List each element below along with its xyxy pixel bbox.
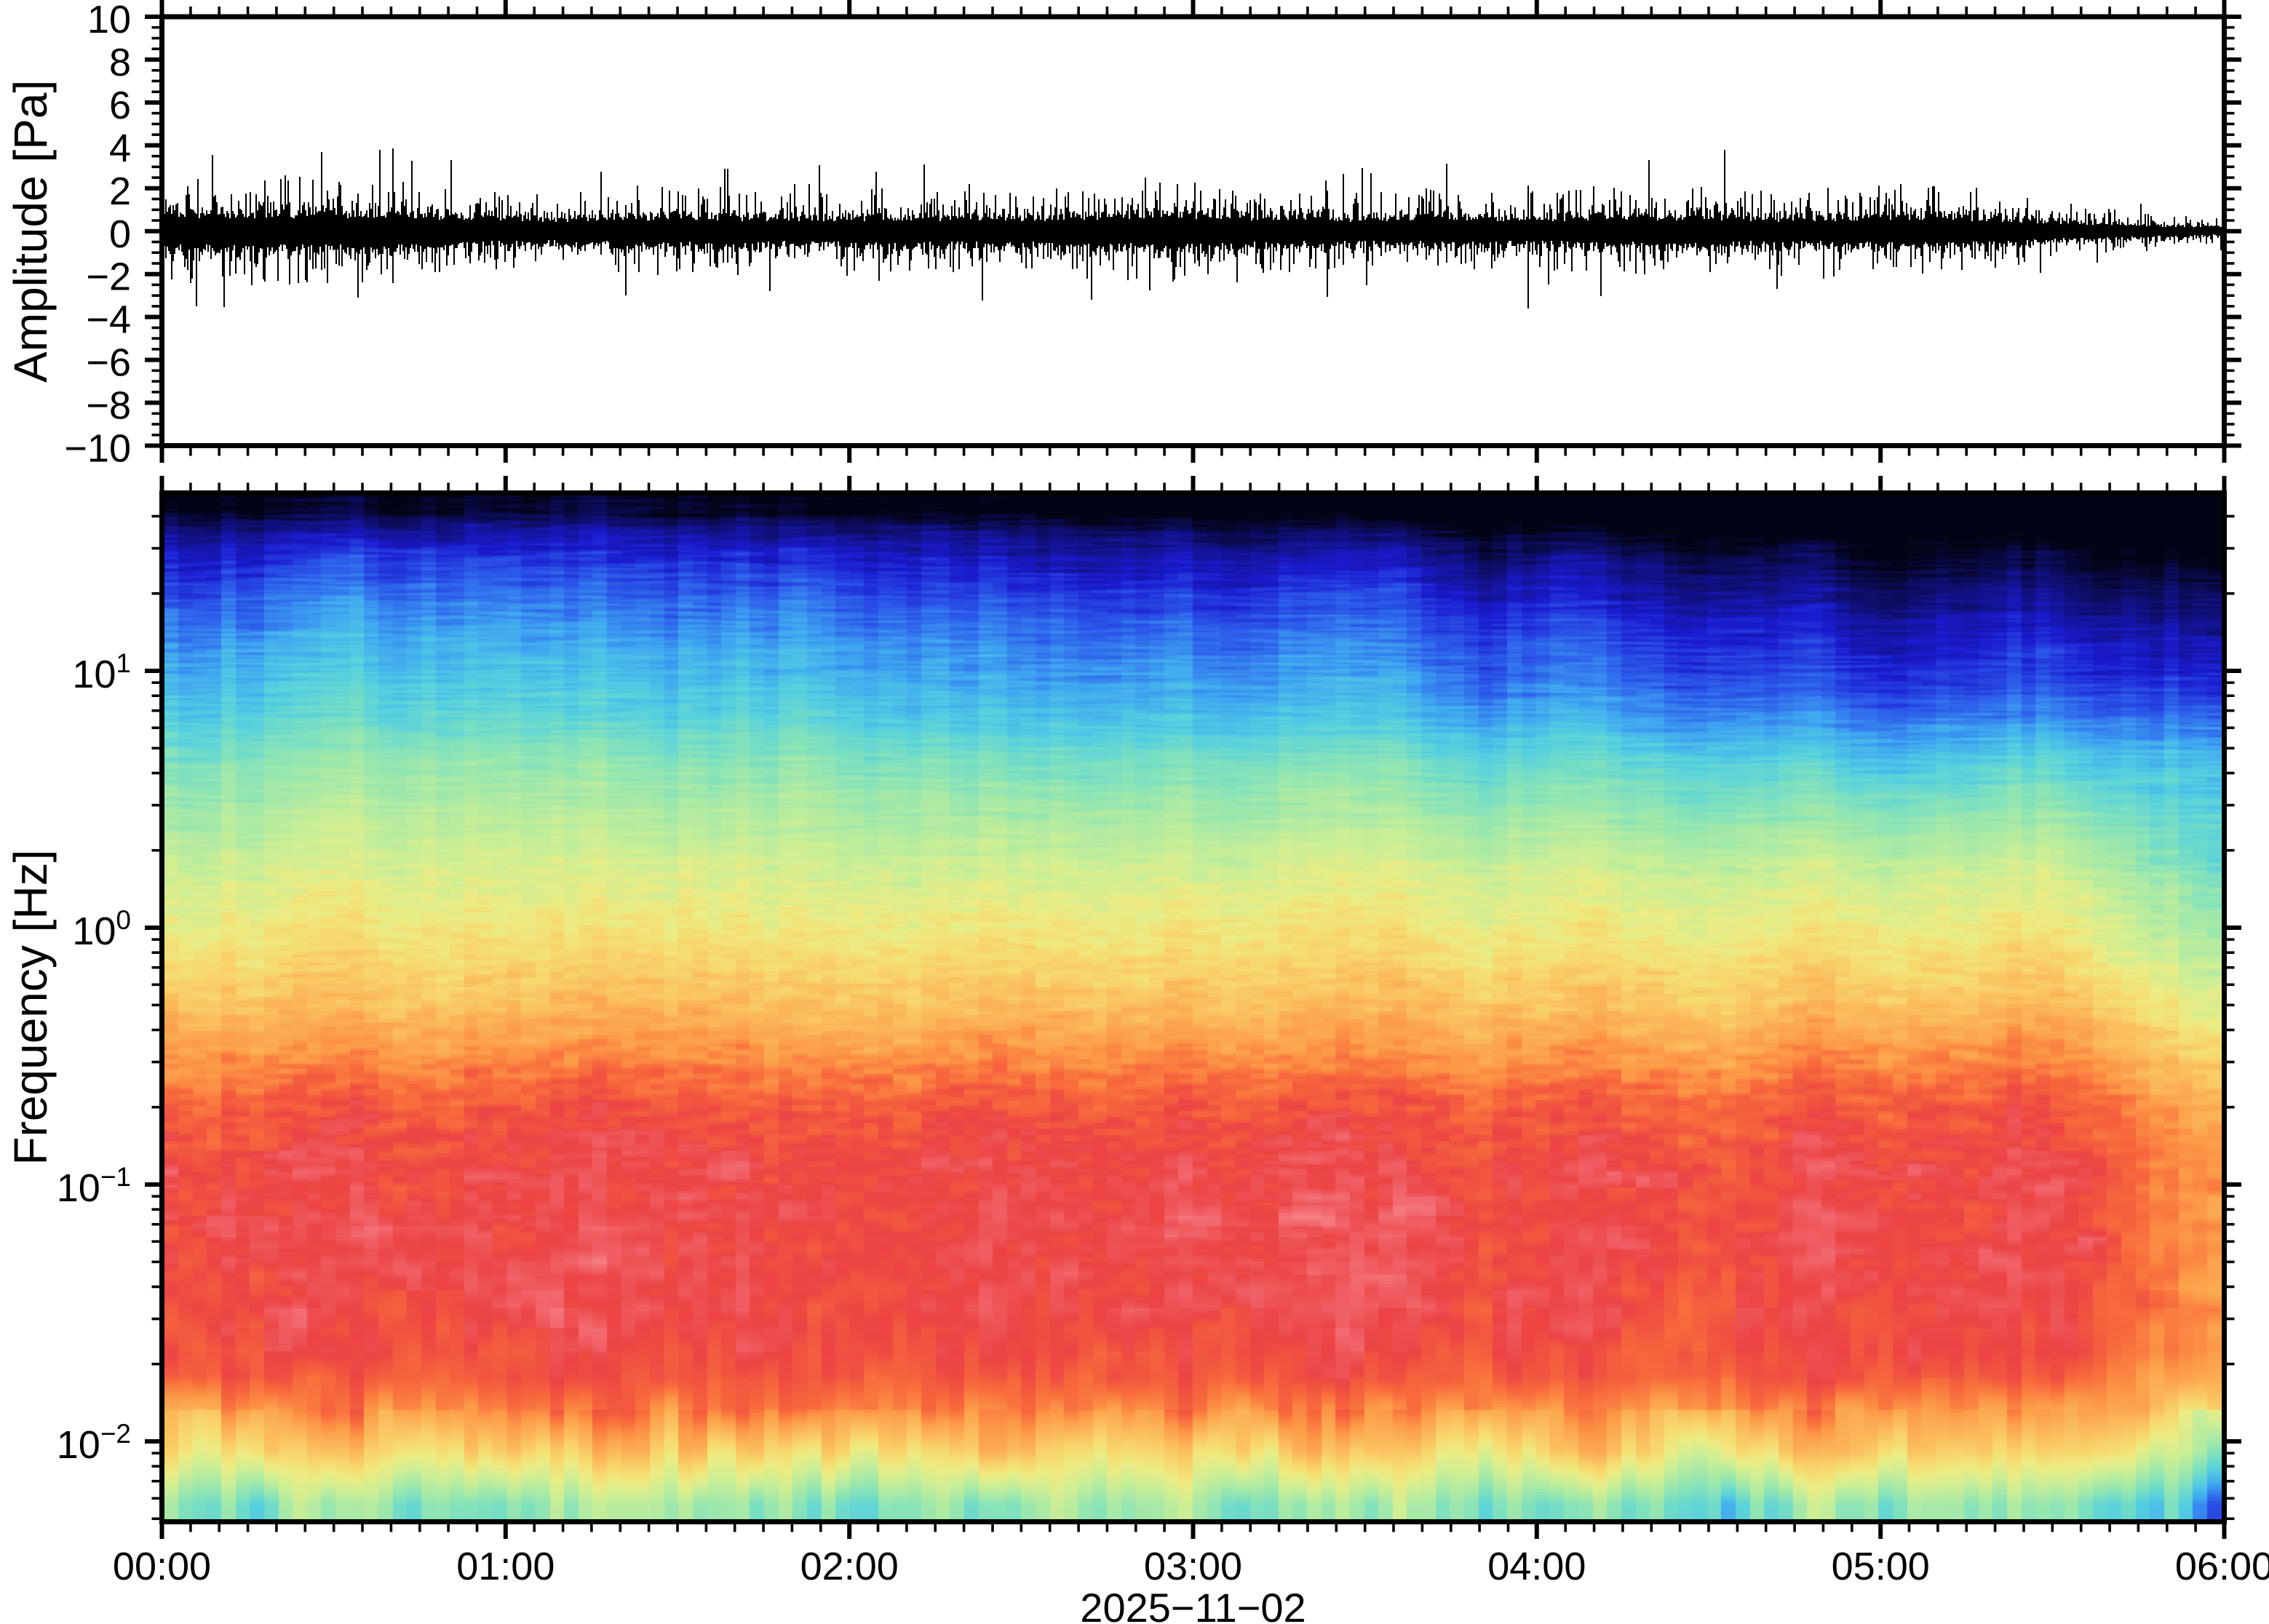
svg-text:05:00: 05:00 (1832, 1545, 1930, 1588)
svg-text:00:00: 00:00 (113, 1545, 211, 1588)
svg-text:01:00: 01:00 (456, 1545, 555, 1588)
svg-text:10−1: 10−1 (57, 1162, 131, 1210)
svg-text:02:00: 02:00 (800, 1545, 899, 1588)
svg-text:03:00: 03:00 (1144, 1545, 1242, 1588)
svg-text:2: 2 (109, 170, 131, 213)
svg-text:10: 10 (87, 0, 131, 41)
svg-text:Frequency [Hz]: Frequency [Hz] (4, 850, 57, 1166)
svg-text:−6: −6 (86, 341, 131, 385)
svg-text:0: 0 (109, 212, 131, 256)
svg-text:06:00: 06:00 (2175, 1545, 2269, 1588)
svg-text:2025−11−02: 2025−11−02 (1080, 1585, 1306, 1624)
svg-text:Amplitude [Pa]: Amplitude [Pa] (4, 80, 57, 383)
svg-text:4: 4 (109, 127, 131, 170)
svg-text:−8: −8 (86, 384, 131, 428)
svg-text:100: 100 (72, 905, 131, 953)
svg-text:6: 6 (109, 84, 131, 127)
svg-text:04:00: 04:00 (1487, 1545, 1586, 1588)
svg-text:−10: −10 (64, 427, 131, 471)
svg-text:10−2: 10−2 (57, 1419, 131, 1467)
svg-text:8: 8 (109, 41, 131, 84)
svg-text:−2: −2 (86, 255, 131, 299)
svg-text:−4: −4 (86, 298, 131, 342)
svg-text:101: 101 (72, 648, 131, 696)
